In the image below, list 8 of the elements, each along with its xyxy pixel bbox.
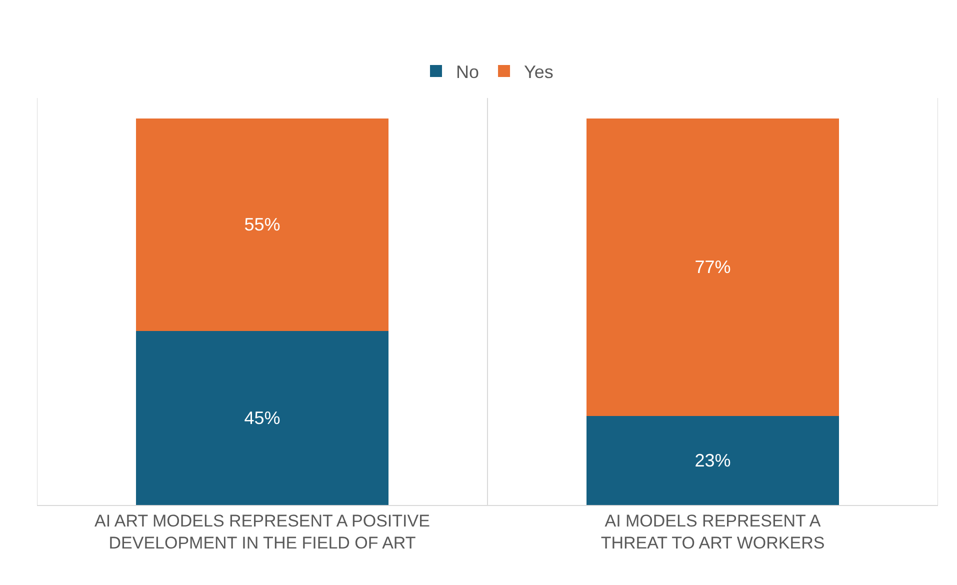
data-label: 55% <box>244 214 280 235</box>
x-tick-label: AI MODELS REPRESENT A THREAT TO ART WORKERS <box>600 511 825 552</box>
legend-label: Yes <box>524 62 554 82</box>
data-label: 45% <box>244 408 280 428</box>
x-tick-label: AI ART MODELS REPRESENT A POSITIVE DEVELOPMENT IN THE FIELD OF ART <box>94 511 430 552</box>
data-label: 23% <box>694 450 731 471</box>
data-label: 77% <box>694 257 731 278</box>
legend-label: No <box>456 62 480 82</box>
